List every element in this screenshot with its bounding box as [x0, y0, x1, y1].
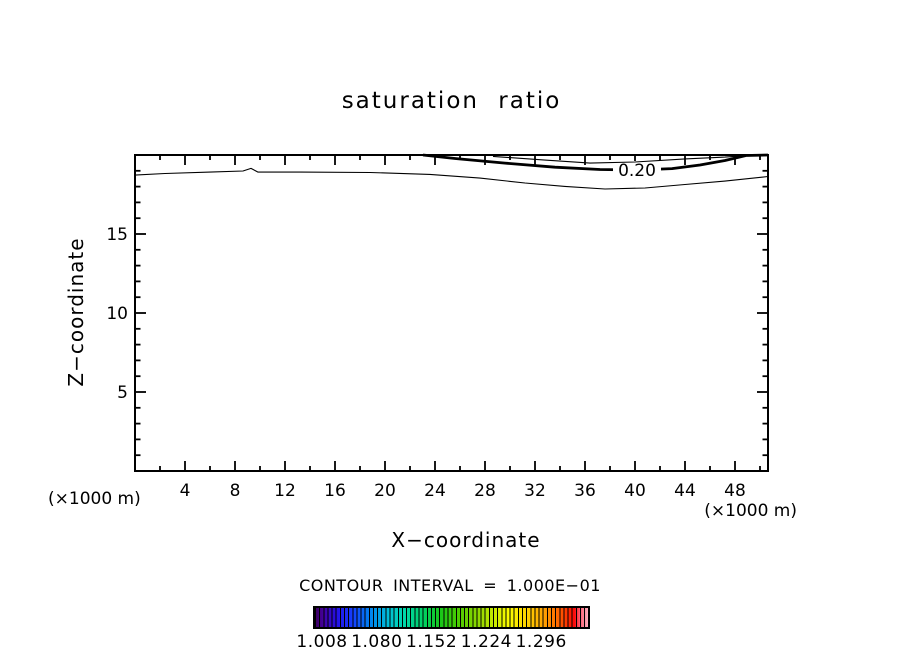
colorbar-tick-label: 1.080	[351, 632, 403, 652]
contour-line-0.3	[492, 154, 748, 164]
contour-label-bg	[613, 161, 661, 179]
x-tick-label: 8	[230, 481, 241, 501]
y-tick-label: 5	[117, 383, 128, 403]
x-tick-label: 40	[624, 481, 646, 501]
y-axis-label: Z−coordinate	[64, 237, 88, 387]
colorbar-tick-label: 1.224	[460, 632, 512, 652]
x-tick-label: 36	[574, 481, 596, 501]
x-axis-unit-right: (×1000 m)	[704, 501, 797, 521]
contour-line-0.1	[134, 167, 769, 190]
colorbar-tick-label: 1.296	[515, 632, 567, 652]
axis-box	[134, 154, 769, 472]
x-tick-label: 28	[474, 481, 496, 501]
colorbar-tick-label: 1.008	[296, 632, 348, 652]
y-tick-label: 10	[106, 304, 128, 324]
x-tick-label: 32	[524, 481, 546, 501]
colorbar	[313, 606, 590, 629]
x-axis-label: X−coordinate	[391, 528, 541, 552]
x-tick-label: 12	[274, 481, 296, 501]
x-tick-label: 24	[424, 481, 446, 501]
x-tick-label: 44	[674, 481, 696, 501]
colorbar-gradient	[315, 608, 588, 627]
x-tick-label: 16	[324, 481, 346, 501]
x-tick-label: 20	[374, 481, 396, 501]
x-tick-label: 4	[180, 481, 191, 501]
colorbar-tick-label: 1.152	[406, 632, 458, 652]
chart-title: saturation ratio	[341, 88, 562, 114]
colorbar-labels: 1.008 1.080 1.152 1.224 1.296	[0, 632, 904, 652]
x-tick-label: 48	[724, 481, 746, 501]
contour-interval-note: CONTOUR INTERVAL = 1.000E−01	[299, 576, 601, 595]
y-tick-label: 15	[106, 225, 128, 245]
x-axis-unit-left: (×1000 m)	[48, 489, 141, 509]
contour-label: 0.20	[618, 161, 656, 181]
